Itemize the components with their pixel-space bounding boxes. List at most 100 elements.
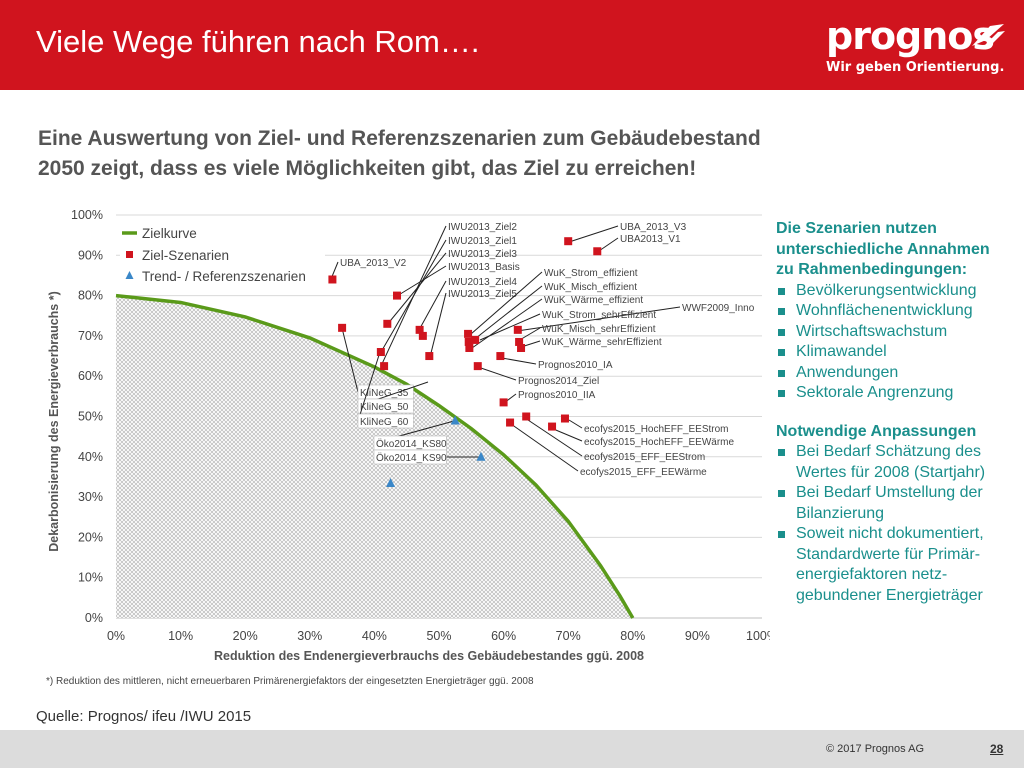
ziel-szenario-point <box>473 362 482 371</box>
legend-label: Ziel-Szenarien <box>142 248 229 263</box>
annotation-label: KliNeG_35 <box>360 388 409 399</box>
sidebar-heading-line: Die Szenarien nutzen <box>776 220 937 237</box>
x-tick-label: 0% <box>107 629 125 643</box>
x-tick-label: 80% <box>620 629 645 643</box>
trend-szenario-point <box>386 477 396 487</box>
annotation-label: Öko2014_KS90 <box>376 452 447 464</box>
sidebar-heading-line: zu Rahmenbedingungen: <box>776 261 968 278</box>
sidebar-panel: Die Szenarien nutzen unterschiedliche An… <box>776 219 1016 624</box>
page-number: 28 <box>990 742 1004 756</box>
logo-swoosh-icon <box>972 24 1005 48</box>
x-tick-label: 60% <box>491 629 516 643</box>
y-tick-label: 60% <box>78 369 103 383</box>
slide-title: Viele Wege führen nach Rom…. <box>36 24 480 59</box>
y-tick-label: 90% <box>78 248 103 262</box>
ziel-szenario-point <box>425 352 434 361</box>
annotation-label: IWU2013_Basis <box>448 262 520 273</box>
trend-szenario-point <box>450 415 460 425</box>
slide-subtitle: Eine Auswertung von Ziel- und Referenzsz… <box>38 124 838 184</box>
annotation-label: UBA_2013_V3 <box>620 222 687 233</box>
ziel-szenario-point <box>560 414 569 423</box>
ziel-szenario-point <box>517 343 526 352</box>
annotation-box <box>357 398 414 414</box>
ziel-szenario-point <box>564 237 573 246</box>
y-tick-label: 50% <box>78 410 103 424</box>
x-tick-label: 100% <box>746 629 770 643</box>
annotation-label: KliNeG_60 <box>360 417 409 428</box>
legend-marker-ziel <box>126 251 133 258</box>
ziel-szenario-point <box>548 422 557 431</box>
ziel-szenario-point <box>383 319 392 328</box>
annotation-leader <box>471 298 543 349</box>
logo-wordmark: prognos <box>826 14 995 58</box>
annotation-label: ecofys2015_EFF_EEWärme <box>580 467 707 478</box>
annotation-leader <box>477 366 517 381</box>
source-note: Quelle: Prognos/ ifeu /IWU 2015 <box>36 708 252 725</box>
list-item-line: gebundener Energieträger <box>796 586 983 604</box>
annotation-label: Öko2014_KS80 <box>376 438 447 450</box>
list-item: Anwendungen <box>776 363 1016 384</box>
list-item-line: Bei Bedarf Umstellung der <box>796 484 983 501</box>
assumptions-list: Bevölkerungsentwicklung Wohnflächenentwi… <box>776 281 1016 404</box>
list-item: Sektorale Angrenzung <box>776 383 1016 404</box>
list-item: Bei Bedarf Umstellung der Bilanzierung <box>776 483 1016 524</box>
y-tick-label: 100% <box>71 208 103 222</box>
list-item: Klimawandel <box>776 342 1016 363</box>
list-item-line: Standardwerte für Primär- <box>796 545 981 563</box>
ziel-szenario-point <box>338 323 347 332</box>
annotation-label: IWU2013_Ziel3 <box>448 249 517 260</box>
annotation-label: WuK_Wärme_sehrEffizient <box>542 337 662 348</box>
copyright: © 2017 Prognos AG <box>826 743 925 755</box>
legend-label: Zielkurve <box>142 226 197 241</box>
annotation-label: IWU2013_Ziel5 <box>448 289 517 300</box>
ziel-szenario-point <box>513 325 522 334</box>
annotation-label: KliNeG_50 <box>360 402 409 413</box>
annotation-leader <box>524 417 583 457</box>
ziel-szenario-point <box>380 362 389 371</box>
annotation-label: WuK_Wärme_effizient <box>544 295 643 306</box>
annotation-leader <box>429 292 447 358</box>
prognos-logo: prognos Wir geben Orientierung. <box>826 14 1016 78</box>
ziel-szenario-point <box>464 337 473 346</box>
annotation-leader <box>479 313 541 341</box>
ziel-szenario-point <box>496 352 505 361</box>
y-tick-label: 30% <box>78 490 103 504</box>
annotation-label: ecofys2015_HochEFF_EEWärme <box>584 437 735 448</box>
annotation-label: ecofys2015_EFF_EEStrom <box>584 452 705 463</box>
x-tick-label: 50% <box>426 629 451 643</box>
scenario-chart: 0% 10% 20% 30% 40% 50% 60% 70% 80% 90% 100% 0% 10% 20… <box>47 208 770 663</box>
annotation-label: WWF2009_Inno <box>682 303 755 314</box>
annotation-label: UBA_2013_V2 <box>340 258 407 269</box>
list-item-line: energiefaktoren netz- <box>796 566 948 583</box>
x-tick-label: 10% <box>168 629 193 643</box>
annotation-label: Prognos2010_IIA <box>518 390 596 401</box>
annotation-leader <box>510 423 579 472</box>
ziel-szenario-point <box>471 335 480 344</box>
header-bar: Viele Wege führen nach Rom…. prognos Wir… <box>0 0 1024 90</box>
ziel-szenario-point <box>522 412 531 421</box>
y-tick-label: 20% <box>78 530 103 544</box>
list-item-line: Bei Bedarf Schätzung des <box>796 443 982 460</box>
y-tick-label: 40% <box>78 450 103 464</box>
ziel-szenario-point <box>418 331 427 340</box>
adjustments-list: Bei Bedarf Schätzung des Wertes für 2008… <box>776 442 1016 606</box>
ziel-szenario-point <box>415 325 424 334</box>
annotation-label: ecofys2015_HochEFF_EEStrom <box>584 424 729 435</box>
annotation-leader <box>470 271 543 335</box>
list-item: Wirtschaftswachstum <box>776 322 1016 343</box>
annotation-label: IWU2013_Ziel4 <box>448 277 517 288</box>
ziel-szenario-point <box>465 343 474 352</box>
annotation-label: WuK_Misch_effizient <box>544 282 637 293</box>
annotation-leader <box>396 265 447 297</box>
annotation-label: Prognos2010_IA <box>538 360 613 371</box>
list-item-line: Soweit nicht dokumentiert, <box>796 525 984 542</box>
x-tick-label: 90% <box>685 629 710 643</box>
annotation-leader <box>341 327 359 393</box>
annotation-label: WuK_Misch_sehrEffizient <box>542 324 656 335</box>
sidebar-heading-assumptions: Die Szenarien nutzen unterschiedliche An… <box>776 219 1016 281</box>
y-tick-label: 80% <box>78 289 103 303</box>
ziel-szenario-point <box>393 291 402 300</box>
sidebar-heading-adjustments: Notwendige Anpassungen <box>776 422 977 440</box>
logo-tagline: Wir geben Orientierung. <box>826 60 1005 75</box>
y-axis-title: Dekarbonisierung des Energieverbrauchs *… <box>47 291 61 552</box>
